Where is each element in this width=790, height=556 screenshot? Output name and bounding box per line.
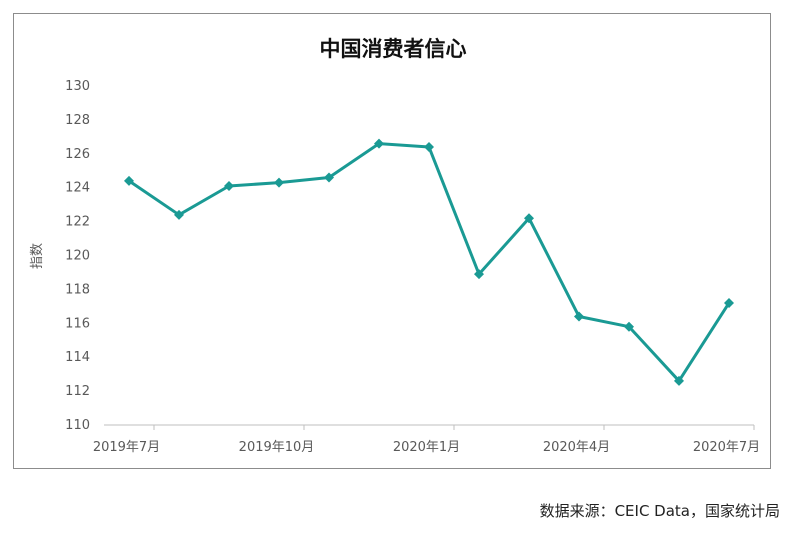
y-tick-label: 120	[65, 249, 90, 264]
y-tick-label: 126	[65, 147, 90, 162]
data-point-marker	[624, 321, 634, 332]
y-tick-label: 122	[65, 215, 90, 230]
x-tick-label: 2020年1月	[393, 440, 460, 455]
x-tick-label: 2020年4月	[543, 440, 610, 455]
chart-title: 中国消费者信心	[320, 37, 467, 61]
x-tick-label: 2019年7月	[93, 440, 160, 455]
y-axis-ticks: 110 112 114 116 118 120 122 124 126 128 130	[65, 79, 90, 433]
data-point-marker	[524, 213, 534, 224]
series-layer	[124, 138, 734, 386]
data-point-marker	[174, 209, 184, 220]
x-tick-label: 2020年7月	[693, 440, 760, 455]
y-tick-label: 110	[65, 418, 90, 433]
data-point-marker	[424, 142, 434, 153]
y-axis-label: 指数	[30, 243, 45, 269]
series-line	[128, 142, 731, 383]
data-point-marker	[124, 175, 134, 186]
data-point-marker	[574, 311, 584, 322]
y-tick-label: 114	[65, 350, 90, 365]
data-point-marker	[274, 177, 284, 188]
line-chart: 中国消费者信心 指数 110 112 114 116 118 120 122 124 126 12…	[30, 37, 760, 455]
data-point-marker	[724, 297, 734, 308]
y-tick-label: 130	[65, 79, 90, 94]
y-tick-label: 118	[65, 282, 90, 297]
x-axis-ticks: 2019年7月 2019年10月 2020年1月 2020年4月 2020年7月	[93, 425, 760, 455]
data-point-marker	[674, 375, 684, 386]
y-tick-label: 112	[65, 384, 90, 399]
y-tick-label: 116	[65, 316, 90, 331]
source-note: 数据来源：CEIC Data，国家统计局	[539, 502, 780, 520]
chart-frame: 中国消费者信心 指数 110 112 114 116 118 120 122 124 126 12…	[13, 13, 771, 469]
y-tick-label: 124	[65, 181, 90, 196]
data-point-marker	[374, 138, 384, 149]
data-point-marker	[474, 269, 484, 280]
y-tick-label: 128	[65, 113, 90, 128]
data-point-marker	[224, 181, 234, 192]
data-point-marker	[324, 172, 334, 183]
x-tick-label: 2019年10月	[239, 440, 315, 455]
